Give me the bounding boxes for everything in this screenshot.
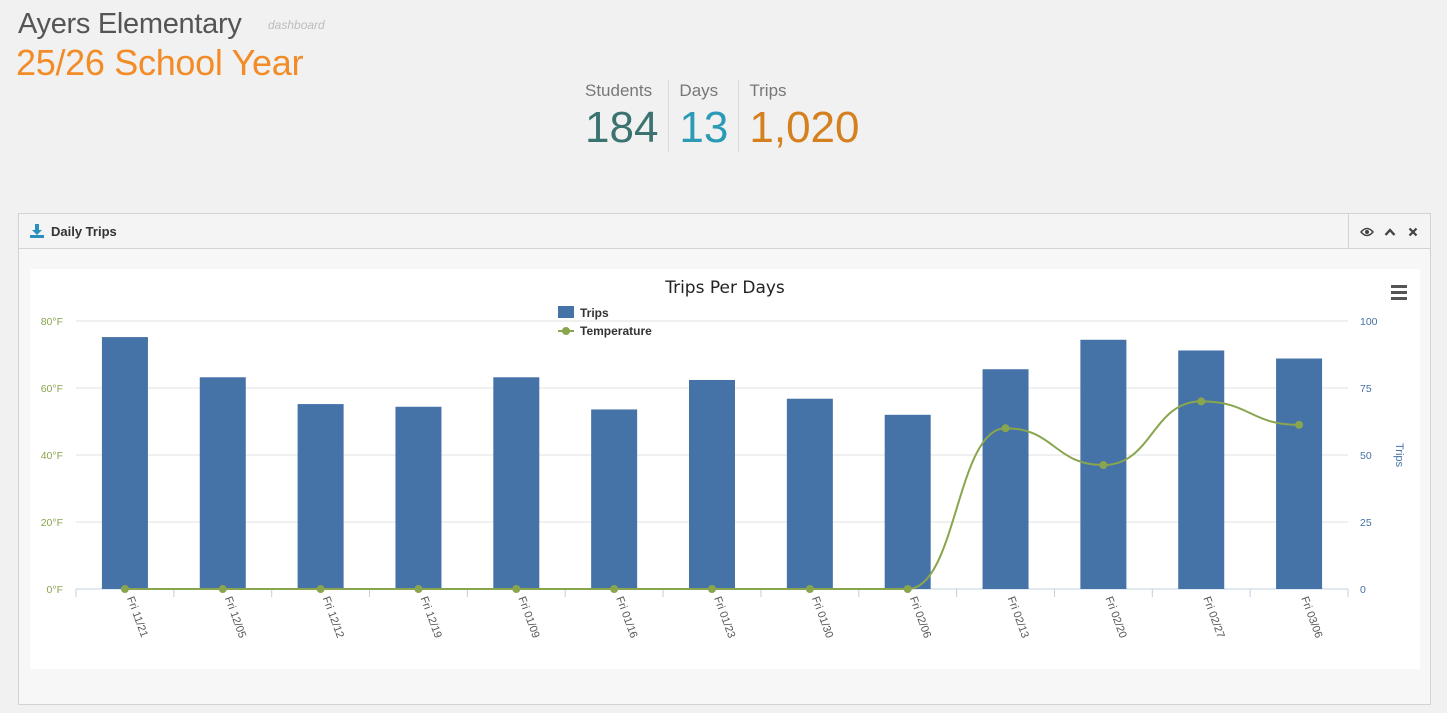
x-axis-category-label: Fri 02/20 bbox=[1103, 595, 1129, 640]
trips-bar[interactable] bbox=[199, 377, 246, 589]
stat-students-label: Students bbox=[585, 81, 653, 100]
stat-days: Days 13 bbox=[668, 80, 738, 152]
trips-bar[interactable] bbox=[395, 406, 442, 589]
trips-chart: Trips Per Days 0°F 0 20°F 25 40°F 50 60°F 75 80°F… bbox=[30, 269, 1420, 669]
chart-title: Trips Per Days bbox=[664, 278, 785, 298]
x-axis-category-label: Fri 12/12 bbox=[320, 595, 346, 640]
panel-tools bbox=[1348, 214, 1430, 249]
school-name: Ayers Elementary bbox=[18, 8, 242, 40]
menu-icon[interactable] bbox=[1391, 291, 1407, 294]
trips-bar[interactable] bbox=[297, 404, 344, 589]
temperature-point[interactable] bbox=[1001, 424, 1010, 433]
stat-students-value: 184 bbox=[585, 103, 659, 152]
trips-bar[interactable] bbox=[101, 337, 148, 589]
x-axis-category-label: Fri 02/06 bbox=[907, 595, 933, 640]
right-axis-tick-label: 0 bbox=[1360, 584, 1366, 596]
menu-icon[interactable] bbox=[1391, 285, 1407, 288]
temperature-point[interactable] bbox=[316, 585, 325, 593]
x-axis-category-label: Fri 02/13 bbox=[1005, 595, 1031, 640]
panel-title: Daily Trips bbox=[29, 223, 117, 239]
left-axis-tick-label: 40°F bbox=[41, 450, 63, 462]
temperature-point[interactable] bbox=[1197, 397, 1206, 406]
stat-trips-value: 1,020 bbox=[749, 103, 860, 152]
dashboard-label: dashboard bbox=[268, 18, 325, 32]
trips-bar[interactable] bbox=[591, 409, 638, 589]
legend-temperature-label[interactable]: Temperature bbox=[580, 324, 652, 338]
x-axis-category-label: Fri 01/09 bbox=[515, 595, 541, 640]
temperature-point[interactable] bbox=[218, 585, 227, 593]
eye-icon[interactable] bbox=[1359, 224, 1375, 240]
stat-days-label: Days bbox=[679, 81, 719, 100]
panel-header: Daily Trips bbox=[19, 214, 1430, 249]
trips-bar[interactable] bbox=[982, 369, 1029, 589]
daily-trips-panel: Daily Trips Trips Per D bbox=[18, 213, 1431, 705]
trips-bar[interactable] bbox=[786, 398, 833, 589]
chevron-up-icon[interactable] bbox=[1382, 224, 1398, 240]
left-axis-tick-label: 60°F bbox=[41, 383, 63, 395]
legend-trips-swatch[interactable] bbox=[558, 306, 574, 318]
right-axis-tick-label: 50 bbox=[1360, 450, 1372, 462]
school-year-title: 25/26 School Year bbox=[16, 42, 304, 83]
left-axis-tick-label: 80°F bbox=[41, 316, 63, 328]
x-axis-category-label: Fri 01/16 bbox=[613, 595, 639, 640]
stat-trips: Trips 1,020 bbox=[738, 80, 869, 152]
right-axis-title: Trips bbox=[1393, 443, 1405, 468]
left-axis-tick-label: 20°F bbox=[41, 517, 63, 529]
x-axis-category-label: Fri 02/27 bbox=[1200, 595, 1226, 640]
stat-trips-label: Trips bbox=[749, 81, 787, 100]
temperature-point[interactable] bbox=[414, 585, 423, 593]
x-axis-category-label: Fri 12/05 bbox=[222, 595, 248, 640]
right-axis-tick-label: 25 bbox=[1360, 517, 1372, 529]
temperature-point[interactable] bbox=[1295, 420, 1304, 429]
x-axis-category-label: Fri 12/19 bbox=[418, 595, 444, 640]
x-axis-category-label: Fri 01/30 bbox=[809, 595, 835, 640]
temperature-point[interactable] bbox=[903, 585, 912, 593]
trips-bar[interactable] bbox=[1178, 350, 1225, 589]
x-axis-category-label: Fri 03/06 bbox=[1298, 595, 1324, 640]
temperature-point[interactable] bbox=[805, 585, 814, 593]
right-axis-tick-label: 100 bbox=[1360, 316, 1378, 328]
stat-students: Students 184 bbox=[585, 80, 668, 152]
temperature-point[interactable] bbox=[1099, 461, 1108, 470]
x-axis-category-label: Fri 01/23 bbox=[711, 595, 737, 640]
panel-title-label: Daily Trips bbox=[51, 223, 117, 239]
temperature-point[interactable] bbox=[708, 585, 716, 593]
trips-bar[interactable] bbox=[884, 414, 931, 589]
trips-chart-svg: Trips Per Days 0°F 0 20°F 25 40°F 50 60°F 75 80°F… bbox=[41, 278, 1407, 640]
x-axis-category-label: Fri 11/21 bbox=[124, 595, 150, 639]
temperature-point[interactable] bbox=[610, 585, 619, 593]
temperature-point[interactable] bbox=[120, 585, 129, 593]
trips-bar[interactable] bbox=[1276, 358, 1323, 589]
right-axis-tick-label: 75 bbox=[1360, 383, 1372, 395]
left-axis-tick-label: 0°F bbox=[47, 584, 63, 596]
stats-summary: Students 184 Days 13 Trips 1,020 bbox=[585, 80, 869, 152]
trips-bar[interactable] bbox=[689, 379, 735, 589]
stat-days-value: 13 bbox=[679, 103, 729, 152]
legend-trips-label[interactable]: Trips bbox=[580, 306, 609, 320]
temperature-line bbox=[124, 400, 1300, 591]
close-icon[interactable] bbox=[1405, 224, 1421, 240]
trips-bar[interactable] bbox=[493, 377, 540, 589]
legend-temperature-marker bbox=[562, 327, 570, 335]
menu-icon[interactable] bbox=[1391, 297, 1407, 300]
download-icon[interactable] bbox=[29, 223, 45, 239]
temperature-point[interactable] bbox=[512, 585, 521, 593]
